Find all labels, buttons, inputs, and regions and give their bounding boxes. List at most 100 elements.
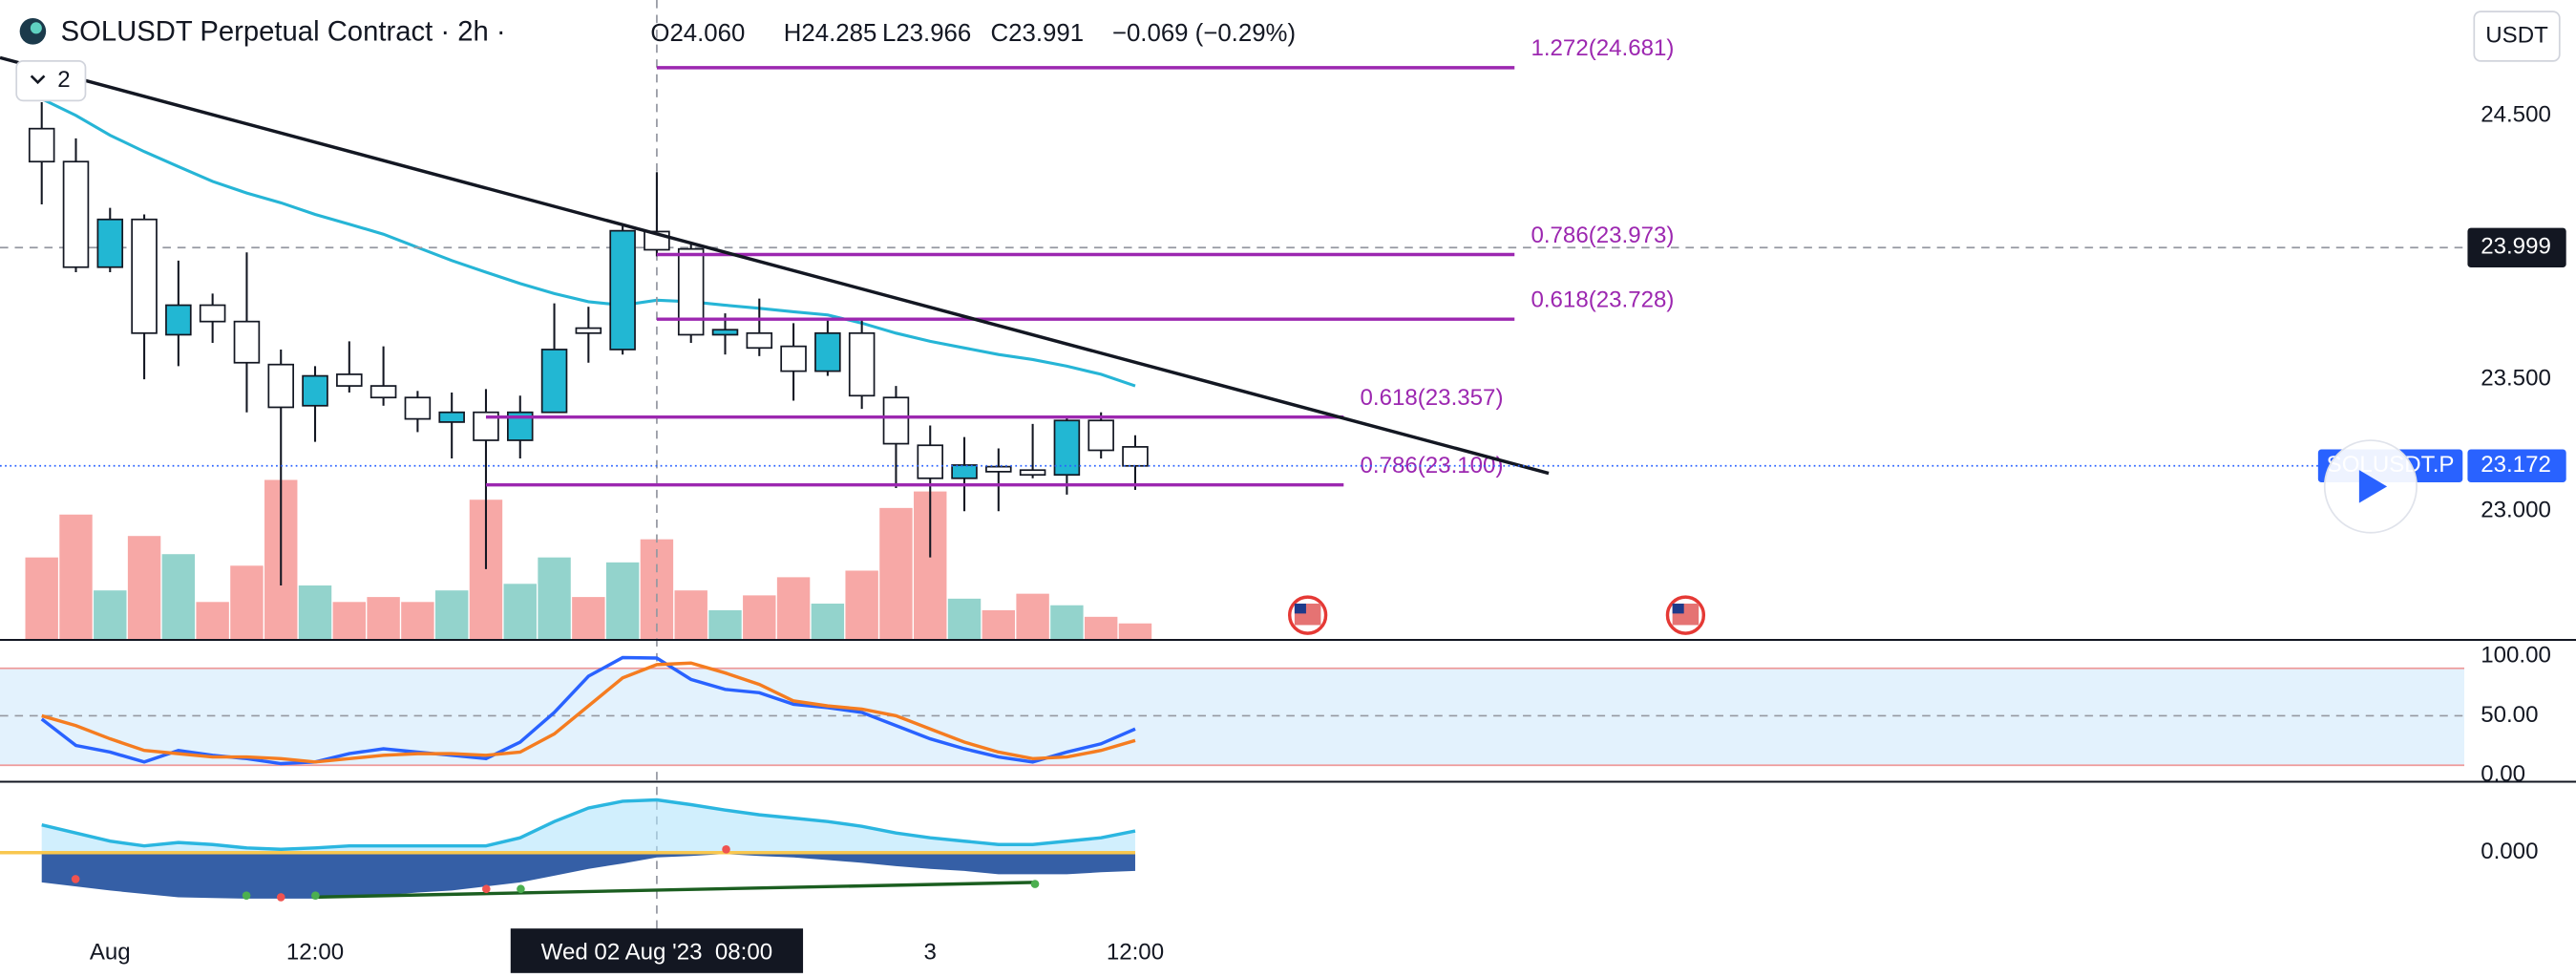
flag-canton [1294, 604, 1306, 614]
signal-dot [276, 893, 285, 902]
volume-bar [776, 577, 811, 641]
indicator-toggle[interactable]: 2 [15, 60, 87, 102]
event-icon[interactable] [1288, 595, 1328, 635]
osc-area [41, 852, 1135, 899]
volume-bar [1016, 593, 1049, 641]
candle-body [882, 396, 910, 445]
stoch-tick-label: 50.00 [2481, 702, 2538, 728]
candle-body [62, 160, 90, 268]
volume-bar [503, 584, 537, 641]
trendline [0, 55, 1550, 476]
signal-dot [242, 891, 251, 900]
fib-label: 0.618(23.357) [1361, 385, 1504, 411]
candle-body [165, 304, 192, 336]
candle-body [746, 331, 773, 350]
crosshair-price-label: 23.999 [2481, 234, 2551, 260]
symbol-logo-dot [30, 22, 42, 34]
candle-body [336, 373, 363, 387]
indicator-toggle-box[interactable] [15, 60, 87, 102]
candle-body [267, 363, 294, 409]
candle-body [302, 374, 328, 407]
volume-bar [161, 554, 196, 641]
volume-bar [25, 557, 58, 641]
candle-body [814, 331, 841, 372]
volume-bar [94, 590, 127, 641]
candle-body [848, 331, 876, 397]
stoch-tick-label: 0.00 [2481, 761, 2525, 787]
indicator-layer [0, 655, 2464, 899]
last-price-tag [2467, 449, 2566, 483]
candle-body [370, 385, 397, 399]
x-tick-label: 12:00 [286, 939, 344, 965]
y-tick-label: 24.500 [2481, 101, 2551, 127]
stoch-band [0, 668, 2464, 766]
crosshair-time-tag [510, 928, 804, 973]
volume-bar [1084, 616, 1118, 641]
volume-bar [230, 565, 264, 641]
volume-bar [811, 604, 845, 641]
candle-body [677, 247, 705, 336]
osc-line-fill [41, 799, 1135, 853]
x-tick-label: Aug [90, 939, 131, 965]
candle-body [1122, 446, 1149, 467]
volume-bar [845, 570, 878, 641]
legend-low: L23.966 [882, 20, 971, 47]
candle-body [609, 229, 636, 351]
fib-label: 1.272(24.681) [1531, 35, 1674, 61]
legend-open: O24.060 [650, 20, 745, 47]
volume-bar [1050, 605, 1084, 641]
volume-bar [572, 597, 605, 641]
volume-bar [982, 609, 1016, 641]
signal-dot [482, 884, 491, 894]
volume-bar [674, 590, 707, 641]
candle-body [575, 327, 602, 334]
candle-body [233, 320, 261, 364]
y-tick-label: 23.500 [2481, 366, 2551, 392]
candle-body [1087, 419, 1114, 452]
currency-button-box[interactable] [2473, 11, 2561, 62]
last-price-label: 23.172 [2481, 452, 2551, 478]
legend-change: −0.069 (−0.29%) [1112, 20, 1296, 47]
candle-body [711, 329, 739, 336]
stoch-line [41, 661, 1136, 764]
crosshair-time-label: Wed 02 Aug '23 08:00 [541, 939, 773, 965]
candle-body [780, 345, 807, 372]
volume-bar [59, 514, 93, 641]
legend-high: H24.285 [784, 20, 877, 47]
currency-button[interactable]: USDT [2473, 11, 2561, 62]
signal-dot [722, 844, 730, 854]
candle-body [96, 218, 124, 268]
divergence-line [311, 881, 1036, 900]
signal-dot [517, 884, 525, 894]
moving-average [41, 97, 1136, 388]
volume-bar [879, 507, 913, 641]
volume-bar [708, 609, 742, 641]
legend-close: C23.991 [991, 20, 1085, 47]
candle-body [131, 218, 158, 334]
candle-body [951, 464, 978, 479]
stoch-tick-label: 100.00 [2481, 643, 2551, 669]
volume-bar [298, 585, 332, 641]
signal-dot [71, 875, 80, 883]
candle-body [438, 411, 465, 423]
chart-title: SOLUSDT Perpetual Contract · 2h · [61, 15, 506, 47]
x-tick-label: 3 [924, 939, 937, 965]
volume-layer [25, 479, 1152, 641]
event-icon[interactable] [1665, 595, 1706, 635]
candle-body [28, 127, 55, 163]
main-layer: 1.272(24.681) 0.786(23.973) 0.618(23.728) 0… [0, 0, 2464, 934]
volume-bar [743, 595, 776, 641]
candle-body [1019, 469, 1046, 477]
volume-bar [947, 598, 982, 641]
volume-bar [196, 602, 229, 641]
chevron-icon [30, 74, 46, 85]
signal-dot [311, 891, 320, 900]
osc-line [41, 797, 1136, 851]
candle-body [404, 396, 432, 420]
fib-label: 0.618(23.728) [1531, 287, 1674, 313]
crosshair-price-tag [2467, 227, 2566, 268]
volume-bar [127, 536, 161, 641]
